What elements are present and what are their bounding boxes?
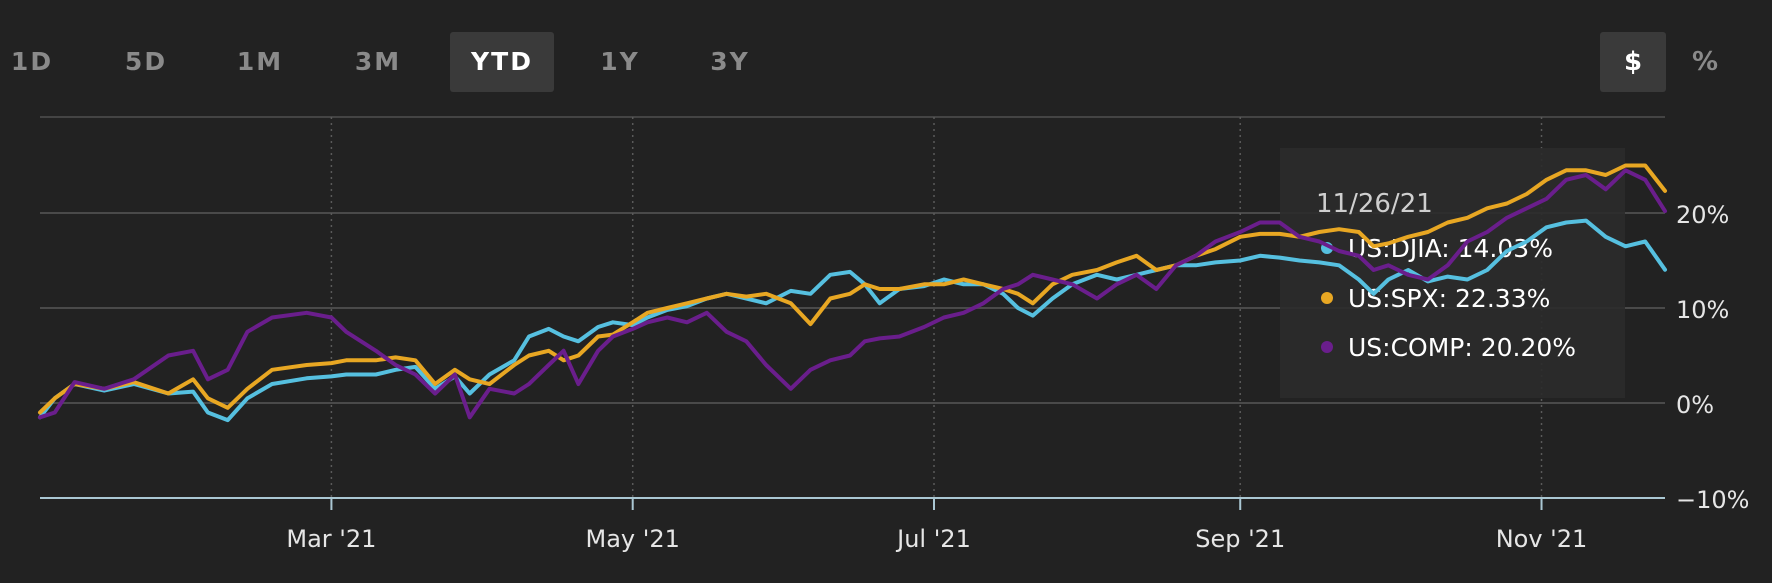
range-tab-3y[interactable]: 3Y: [710, 47, 750, 76]
y-tick-label: 10%: [1676, 296, 1729, 324]
x-tick-label: Sep '21: [1195, 525, 1285, 553]
x-tick-label: Nov '21: [1496, 525, 1588, 553]
dollar-toggle-button[interactable]: $: [1600, 32, 1666, 92]
range-tab-1d[interactable]: 1D: [10, 47, 54, 76]
tooltip-background: [1280, 148, 1625, 398]
range-tab-1y[interactable]: 1Y: [600, 47, 640, 76]
tooltip-spx-dot: [1321, 292, 1333, 304]
x-tick-label: Mar '21: [286, 525, 376, 553]
tooltip-comp-label: US:COMP: 20.20%: [1348, 333, 1576, 362]
y-tick-label: 0%: [1676, 391, 1714, 419]
tooltip: 11/26/21 US:DJIA: 14.03% US:SPX: 22.33% …: [1280, 148, 1625, 398]
tooltip-date: 11/26/21: [1316, 189, 1433, 219]
series-line-usdjia: [38, 218, 1667, 423]
range-tab-ytd[interactable]: YTD: [450, 32, 554, 92]
series-layer: [38, 163, 1667, 423]
y-tick-label: −10%: [1676, 486, 1749, 514]
tooltip-djia-label: US:DJIA: 14.03%: [1348, 234, 1553, 263]
percent-toggle-button[interactable]: %: [1691, 47, 1719, 77]
range-tab-3m[interactable]: 3M: [354, 47, 402, 76]
x-tick-label: May '21: [586, 525, 680, 553]
range-tab-5d[interactable]: 5D: [124, 47, 168, 76]
y-tick-label: 20%: [1676, 201, 1729, 229]
series-line-uscomp: [38, 168, 1667, 420]
axis-layer: 20% 10% 0% −10% Mar '21 May '21 Jul '21 Sep '21…: [286, 201, 1749, 553]
range-tab-1m[interactable]: 1M: [236, 47, 284, 76]
series-line-usspx: [38, 163, 1667, 415]
tooltip-comp-dot: [1321, 341, 1333, 353]
tooltip-spx-label: US:SPX: 22.33%: [1348, 284, 1550, 313]
x-tick-label: Jul '21: [895, 525, 971, 553]
